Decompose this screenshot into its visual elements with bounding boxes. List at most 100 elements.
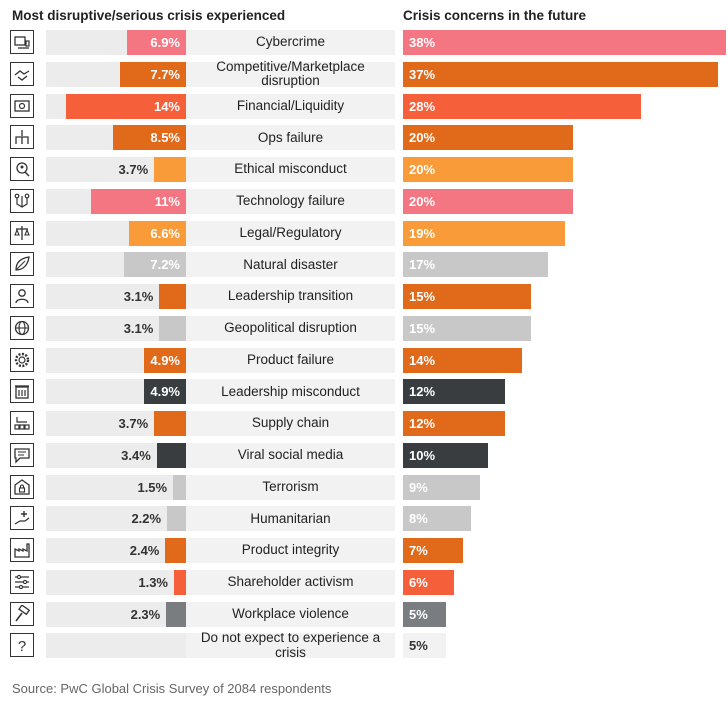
category-band: [186, 93, 395, 119]
experienced-value-label: 8.5%: [150, 130, 180, 146]
experienced-value-label: 4.9%: [150, 352, 180, 368]
category-band: [186, 474, 395, 500]
experienced-bar: [174, 569, 186, 595]
future-bar: [403, 474, 480, 500]
future-bar: [403, 506, 471, 532]
category-band: [186, 411, 395, 436]
future-value-label: 20%: [409, 130, 436, 146]
future-bar: [403, 442, 488, 468]
category-band: [186, 125, 395, 151]
svg-text:?: ?: [18, 638, 26, 654]
chart-row: 7.7% Competitive/Marketplace disruption 37…: [0, 59, 728, 88]
chart-row: 1.3% Shareholder activism 6%: [0, 568, 728, 596]
future-value-label: 5%: [409, 606, 428, 622]
experienced-value-label: 3.1%: [123, 289, 154, 304]
category-band: [186, 379, 395, 405]
sliders-icon: [10, 569, 34, 594]
category-label: Supply chain: [251, 415, 330, 431]
experienced-value-label: 2.4%: [129, 543, 160, 558]
future-value-label: 14%: [409, 352, 436, 368]
category-label: Cybercrime: [255, 34, 325, 50]
category-band: [186, 506, 395, 532]
category-label: Geopolitical disruption: [224, 320, 357, 335]
experienced-bar: [143, 347, 186, 373]
chart-row: 2.4% Product integrity 7%: [0, 536, 728, 564]
future-bar: [403, 379, 505, 405]
future-value-label: 37%: [409, 66, 436, 82]
hammer-icon: [10, 601, 34, 626]
future-value-label: 20%: [409, 162, 436, 177]
supply-chain-icon: [10, 411, 34, 435]
leaf-icon: [10, 252, 34, 277]
chart-row: 6.9% Cybercrime 38%: [0, 28, 728, 56]
experienced-bar: [129, 220, 186, 246]
experienced-value-label: 3.7%: [118, 162, 149, 177]
chart-row: 3.1% Geopolitical disruption 15%: [0, 314, 728, 342]
category-band: [186, 347, 395, 373]
chart-row: ? Do not expect to experience a crisis 5%: [0, 630, 728, 660]
future-bar: [403, 220, 565, 246]
future-bar: [403, 157, 573, 182]
future-value-label: 6%: [409, 574, 428, 590]
category-label: Legal/Regulatory: [239, 224, 342, 240]
experienced-bar: [165, 538, 186, 563]
experienced-value-label: 3.4%: [121, 447, 151, 463]
experienced-bar: [143, 379, 186, 405]
category-label: Product integrity: [241, 542, 340, 558]
future-bar: [403, 125, 573, 151]
chart-row: 3.7% Ethical misconduct 20%: [0, 155, 728, 183]
experienced-bar: [156, 442, 186, 468]
category-band: [186, 633, 395, 659]
category-label: Ops failure: [257, 129, 324, 145]
experienced-value-label: 11%: [154, 193, 180, 209]
left-bar-track: [46, 474, 186, 500]
chart-row: 6.6% Legal/Regulatory 19%: [0, 219, 728, 247]
chart-row: 1.5% Terrorism 9%: [0, 473, 728, 501]
hand-plus-icon: [10, 506, 34, 531]
experienced-bar: [173, 474, 186, 500]
future-bar: [403, 61, 718, 87]
category-band: [186, 157, 395, 182]
globe-icon: [10, 315, 34, 340]
chart-row: 3.4% Viral social media 10%: [0, 441, 728, 469]
category-label: Leadership transition: [227, 288, 354, 304]
future-value-label: 9%: [409, 479, 428, 495]
chart-row: 2.3% Workplace violence 5%: [0, 600, 728, 628]
category-label: Do not expect to experience a crisis: [200, 630, 381, 660]
question-icon: ?: [10, 633, 34, 658]
chart-row: 11% Technology failure 20%: [0, 187, 728, 215]
magnifier-person-icon: [10, 157, 34, 181]
experienced-bar: [159, 284, 186, 309]
chart-row: 7.2% Natural disaster 17%: [0, 250, 728, 278]
category-label: Natural disaster: [243, 256, 338, 272]
experienced-value-label: 6.6%: [150, 225, 180, 241]
experienced-value-label: 1.5%: [137, 479, 168, 495]
future-bar: [403, 633, 446, 659]
category-band: [186, 30, 395, 55]
experienced-bar: [166, 601, 186, 627]
category-label: Product failure: [246, 351, 335, 367]
experienced-value-label: 7.7%: [150, 66, 180, 82]
gear-icon: [10, 347, 34, 372]
category-label: Humanitarian: [250, 510, 331, 526]
category-band: [186, 569, 395, 595]
category-band: [186, 284, 395, 309]
banknote-icon: [10, 93, 34, 118]
category-band: [186, 220, 395, 246]
category-band: [186, 61, 395, 87]
chart-row: 14% Financial/Liquidity 28%: [0, 92, 728, 120]
lock-building-icon: [10, 474, 34, 499]
experienced-bar: [159, 315, 186, 341]
chart-row: 2.2% Humanitarian 8%: [0, 504, 728, 532]
left-bar-track: [46, 601, 186, 627]
left-bar-track: [46, 633, 186, 659]
category-label: Workplace violence: [232, 605, 349, 621]
chart-row: 4.9% Product failure 14%: [0, 346, 728, 374]
left-bar-track: [46, 506, 186, 532]
future-value-label: 15%: [409, 289, 436, 304]
left-bar-track: [46, 538, 186, 563]
future-value-label: 17%: [409, 257, 436, 273]
handshake-icon: [10, 61, 34, 86]
future-value-label: 20%: [409, 193, 436, 209]
future-value-label: 28%: [409, 98, 436, 114]
